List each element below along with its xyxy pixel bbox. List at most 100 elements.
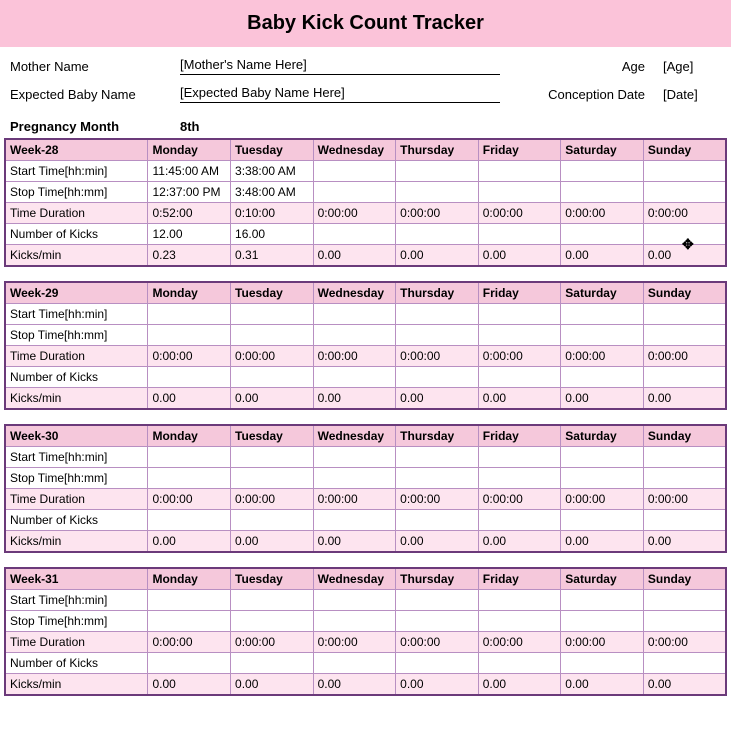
data-cell[interactable] xyxy=(396,325,479,346)
data-cell[interactable] xyxy=(561,161,644,182)
data-cell[interactable] xyxy=(396,510,479,531)
data-cell[interactable] xyxy=(561,304,644,325)
data-cell[interactable] xyxy=(478,653,561,674)
data-cell[interactable] xyxy=(561,447,644,468)
data-cell[interactable] xyxy=(643,611,726,632)
data-cell[interactable] xyxy=(643,304,726,325)
data-cell[interactable]: 0.31 xyxy=(231,245,314,267)
data-cell[interactable]: 0:00:00 xyxy=(148,489,231,510)
data-cell[interactable] xyxy=(478,161,561,182)
data-cell[interactable] xyxy=(478,367,561,388)
data-cell[interactable] xyxy=(313,182,396,203)
data-cell[interactable]: 0:52:00 xyxy=(148,203,231,224)
data-cell[interactable]: 0.00 xyxy=(478,531,561,553)
data-cell[interactable] xyxy=(561,325,644,346)
data-cell[interactable]: 0:00:00 xyxy=(148,632,231,653)
data-cell[interactable]: 0.00 xyxy=(231,674,314,696)
data-cell[interactable] xyxy=(478,304,561,325)
data-cell[interactable] xyxy=(313,447,396,468)
data-cell[interactable]: 0.00 xyxy=(561,531,644,553)
data-cell[interactable] xyxy=(313,468,396,489)
data-cell[interactable] xyxy=(231,367,314,388)
data-cell[interactable] xyxy=(148,367,231,388)
data-cell[interactable] xyxy=(396,611,479,632)
data-cell[interactable]: 0:00:00 xyxy=(313,489,396,510)
data-cell[interactable] xyxy=(313,161,396,182)
data-cell[interactable]: 0:00:00 xyxy=(313,346,396,367)
data-cell[interactable]: 0:00:00 xyxy=(313,632,396,653)
data-cell[interactable] xyxy=(313,510,396,531)
data-cell[interactable]: 0.00 xyxy=(396,674,479,696)
data-cell[interactable] xyxy=(643,468,726,489)
data-cell[interactable]: 0:00:00 xyxy=(231,489,314,510)
data-cell[interactable] xyxy=(313,653,396,674)
data-cell[interactable]: 0:00:00 xyxy=(478,346,561,367)
pregnancy-month-value[interactable]: 8th xyxy=(180,119,200,134)
age-input[interactable]: [Age] xyxy=(663,59,721,74)
data-cell[interactable]: 0.00 xyxy=(231,388,314,410)
data-cell[interactable] xyxy=(396,468,479,489)
data-cell[interactable]: 0:00:00 xyxy=(396,489,479,510)
data-cell[interactable]: 0:00:00 xyxy=(643,632,726,653)
data-cell[interactable]: 0:00:00 xyxy=(478,632,561,653)
data-cell[interactable]: 0:00:00 xyxy=(561,346,644,367)
data-cell[interactable] xyxy=(561,653,644,674)
data-cell[interactable]: 0:00:00 xyxy=(478,203,561,224)
data-cell[interactable] xyxy=(643,224,726,245)
data-cell[interactable] xyxy=(396,447,479,468)
data-cell[interactable] xyxy=(561,611,644,632)
data-cell[interactable] xyxy=(643,653,726,674)
data-cell[interactable] xyxy=(148,325,231,346)
data-cell[interactable] xyxy=(478,224,561,245)
data-cell[interactable]: 0.00 xyxy=(643,388,726,410)
data-cell[interactable] xyxy=(478,182,561,203)
data-cell[interactable] xyxy=(561,590,644,611)
data-cell[interactable] xyxy=(643,182,726,203)
data-cell[interactable] xyxy=(148,447,231,468)
data-cell[interactable] xyxy=(478,611,561,632)
data-cell[interactable]: 0.00 xyxy=(396,245,479,267)
data-cell[interactable]: 0.00 xyxy=(396,388,479,410)
data-cell[interactable] xyxy=(396,304,479,325)
data-cell[interactable] xyxy=(313,224,396,245)
data-cell[interactable] xyxy=(148,468,231,489)
data-cell[interactable]: 0.00 xyxy=(396,531,479,553)
data-cell[interactable] xyxy=(313,304,396,325)
data-cell[interactable] xyxy=(396,182,479,203)
data-cell[interactable]: 0.00 xyxy=(478,245,561,267)
data-cell[interactable]: 0:00:00 xyxy=(643,203,726,224)
data-cell[interactable]: 12:37:00 PM xyxy=(148,182,231,203)
data-cell[interactable] xyxy=(148,653,231,674)
data-cell[interactable] xyxy=(478,325,561,346)
data-cell[interactable] xyxy=(313,611,396,632)
mother-name-input[interactable]: [Mother's Name Here] xyxy=(180,57,500,75)
data-cell[interactable]: 0:10:00 xyxy=(231,203,314,224)
data-cell[interactable] xyxy=(643,590,726,611)
data-cell[interactable]: 0:00:00 xyxy=(643,346,726,367)
data-cell[interactable]: 11:45:00 AM xyxy=(148,161,231,182)
data-cell[interactable] xyxy=(561,367,644,388)
data-cell[interactable] xyxy=(231,590,314,611)
data-cell[interactable]: 0:00:00 xyxy=(396,203,479,224)
data-cell[interactable] xyxy=(643,447,726,468)
data-cell[interactable] xyxy=(396,367,479,388)
data-cell[interactable]: 0.00 xyxy=(313,674,396,696)
data-cell[interactable]: 0.00 xyxy=(561,674,644,696)
data-cell[interactable] xyxy=(231,325,314,346)
data-cell[interactable] xyxy=(396,590,479,611)
data-cell[interactable] xyxy=(396,161,479,182)
data-cell[interactable]: 0.00 xyxy=(643,531,726,553)
data-cell[interactable]: 12.00 xyxy=(148,224,231,245)
data-cell[interactable]: 0:00:00 xyxy=(561,632,644,653)
data-cell[interactable] xyxy=(478,590,561,611)
data-cell[interactable]: 0:00:00 xyxy=(478,489,561,510)
data-cell[interactable] xyxy=(231,510,314,531)
data-cell[interactable]: 0:00:00 xyxy=(396,346,479,367)
data-cell[interactable] xyxy=(231,468,314,489)
data-cell[interactable] xyxy=(231,611,314,632)
data-cell[interactable]: 0.00 xyxy=(478,388,561,410)
data-cell[interactable] xyxy=(643,367,726,388)
data-cell[interactable] xyxy=(478,510,561,531)
data-cell[interactable] xyxy=(148,611,231,632)
data-cell[interactable]: 3:38:00 AM xyxy=(231,161,314,182)
